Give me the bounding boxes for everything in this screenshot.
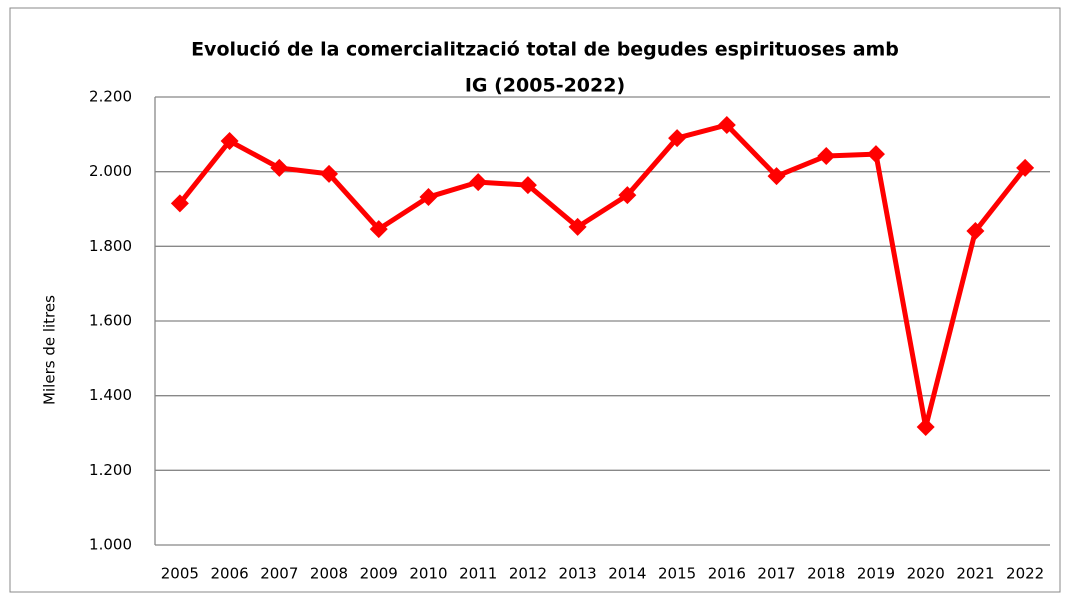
marker <box>469 173 488 192</box>
marker <box>320 164 339 183</box>
chart-title: IG (2005-2022) <box>465 75 625 97</box>
y-tick-label: 1.600 <box>89 312 132 330</box>
marker <box>568 217 587 236</box>
x-tick-label: 2006 <box>210 565 248 583</box>
y-tick-label: 1.000 <box>89 536 132 554</box>
y-tick-label: 1.200 <box>89 461 132 479</box>
x-tick-label: 2022 <box>1006 565 1044 583</box>
x-tick-label: 2012 <box>509 565 547 583</box>
marker <box>369 220 388 239</box>
marker <box>916 418 935 437</box>
x-tick-label: 2018 <box>807 565 845 583</box>
marker <box>866 145 885 164</box>
marker <box>220 132 239 151</box>
chart-frame <box>9 7 1061 593</box>
x-tick-label: 2015 <box>658 565 696 583</box>
marker <box>618 186 637 205</box>
x-tick-label: 2005 <box>161 565 199 583</box>
y-tick-label: 1.800 <box>89 237 132 255</box>
y-tick-label: 2.200 <box>89 88 132 106</box>
x-tick-label: 2019 <box>857 565 895 583</box>
x-tick-label: 2021 <box>956 565 994 583</box>
y-tick-label: 2.000 <box>89 162 132 180</box>
x-tick-label: 2020 <box>907 565 945 583</box>
marker <box>817 146 836 165</box>
marker <box>270 158 289 177</box>
x-tick-label: 2008 <box>310 565 348 583</box>
marker <box>767 167 786 186</box>
y-axis-label: Milers de litres <box>41 295 59 405</box>
marker <box>518 176 537 195</box>
line <box>177 122 1028 430</box>
marker <box>170 194 189 213</box>
marker <box>1016 158 1035 177</box>
x-tick-label: 2010 <box>409 565 447 583</box>
x-tick-label: 2013 <box>559 565 597 583</box>
x-tick-label: 2011 <box>459 565 497 583</box>
y-tick-label: 1.400 <box>89 386 132 404</box>
chart-title: Evolució de la comercialització total de… <box>191 39 899 61</box>
x-tick-label: 2017 <box>757 565 795 583</box>
marker <box>668 129 687 148</box>
x-tick-label: 2016 <box>708 565 746 583</box>
x-tick-label: 2014 <box>608 565 646 583</box>
marker <box>419 188 438 207</box>
x-tick-label: 2009 <box>360 565 398 583</box>
x-tick-label: 2007 <box>260 565 298 583</box>
marker <box>966 222 985 241</box>
marker <box>717 116 736 134</box>
